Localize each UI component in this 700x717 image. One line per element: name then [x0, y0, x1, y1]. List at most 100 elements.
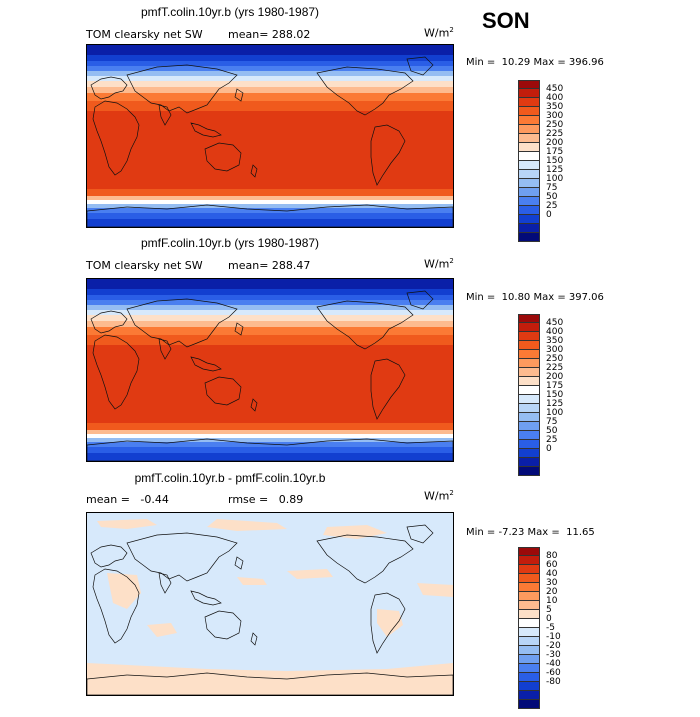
colorbar-tick-label: -10	[546, 632, 561, 642]
colorbar-swatch	[518, 431, 540, 440]
colorbar-swatch	[518, 314, 540, 323]
panel-1-variable-label: TOM clearsky net SW	[86, 28, 203, 41]
colorbar-swatch	[518, 143, 540, 152]
colorbar-tick-label: -30	[546, 650, 561, 660]
colorbar-swatch	[518, 637, 540, 646]
colorbar-swatch	[518, 386, 540, 395]
panel-2-title: pmfF.colin.10yr.b (yrs 1980-1987)	[140, 236, 320, 250]
panel-3-units: W/m2	[424, 489, 454, 503]
colorbar-swatch	[518, 368, 540, 377]
colorbar-swatch	[518, 556, 540, 565]
panel-3-colorbar-ticks: 80 60 40 30 20 10 5 0 -5 -10 -20 -30 -40 -60 -80	[546, 547, 586, 717]
colorbar-tick-label: 75	[546, 417, 558, 427]
colorbar-swatch	[518, 152, 540, 161]
colorbar-tick-label: 350	[546, 336, 564, 346]
panel-2-mean-label: mean= 288.47	[228, 259, 311, 272]
colorbar-swatch	[518, 601, 540, 610]
colorbar-swatch	[518, 107, 540, 116]
colorbar-swatch	[518, 332, 540, 341]
colorbar-swatch	[518, 646, 540, 655]
colorbar-tick-label: 10	[546, 596, 558, 606]
colorbar-swatch	[518, 422, 540, 431]
panel-3-title: pmfT.colin.10yr.b - pmfF.colin.10yr.b	[134, 471, 326, 485]
colorbar-swatch	[518, 592, 540, 601]
colorbar-swatch	[518, 565, 540, 574]
colorbar-swatch	[518, 350, 540, 359]
colorbar-swatch	[518, 125, 540, 134]
panel-2-colorbar-ticks: 450 400 350 300 250 225 200 175 150 125 100 75 50 25 0	[546, 314, 586, 484]
panel-1-units: W/m2	[424, 26, 454, 40]
colorbar-swatch	[518, 458, 540, 467]
panel-3-minmax: Min = -7.23 Max = 11.65	[466, 527, 595, 538]
colorbar-swatch	[518, 323, 540, 332]
panel-1-colorbar	[518, 80, 540, 242]
colorbar-tick-label: 175	[546, 147, 564, 157]
panel-2-units: W/m2	[424, 257, 454, 271]
colorbar-swatch	[518, 610, 540, 619]
colorbar-tick-label: 125	[546, 399, 564, 409]
colorbar-swatch	[518, 673, 540, 682]
panel-3-map	[86, 512, 454, 696]
colorbar-tick-label: 75	[546, 183, 558, 193]
colorbar-tick-label: 30	[546, 578, 558, 588]
colorbar-tick-label: 400	[546, 327, 564, 337]
colorbar-tick-label: 150	[546, 156, 564, 166]
panel-1-colorbar-ticks: 450 400 350 300 250 225 200 175 150 125 100 75 50 25 0	[546, 80, 586, 250]
colorbar-tick-label: 175	[546, 381, 564, 391]
colorbar-tick-label: 125	[546, 165, 564, 175]
colorbar-swatch	[518, 224, 540, 233]
colorbar-swatch	[518, 179, 540, 188]
colorbar-tick-label: -20	[546, 641, 561, 651]
colorbar-swatch	[518, 170, 540, 179]
colorbar-tick-label: 200	[546, 372, 564, 382]
season-label: SON	[482, 8, 530, 33]
colorbar-tick-label: 300	[546, 345, 564, 355]
panel-3-mean-label: mean = -0.44	[86, 493, 169, 506]
colorbar-swatch	[518, 89, 540, 98]
colorbar-swatch	[518, 80, 540, 89]
panel-1-minmax: Min = 10.29 Max = 396.96	[466, 57, 604, 68]
colorbar-tick-label: -5	[546, 623, 555, 633]
colorbar-tick-label: 60	[546, 560, 558, 570]
panel-1-title: pmfT.colin.10yr.b (yrs 1980-1987)	[140, 5, 320, 19]
colorbar-swatch	[518, 547, 540, 556]
colorbar-swatch	[518, 206, 540, 215]
panel-1-mean-label: mean= 288.02	[228, 28, 311, 41]
panel-2-variable-label: TOM clearsky net SW	[86, 259, 203, 272]
panel-2-map	[86, 278, 454, 462]
colorbar-swatch	[518, 359, 540, 368]
colorbar-tick-label: 225	[546, 363, 564, 373]
colorbar-swatch	[518, 188, 540, 197]
colorbar-swatch	[518, 377, 540, 386]
colorbar-swatch	[518, 395, 540, 404]
colorbar-swatch	[518, 449, 540, 458]
colorbar-tick-label: 40	[546, 569, 558, 579]
colorbar-swatch	[518, 233, 540, 242]
panel-3-rmse-label: rmse = 0.89	[228, 493, 304, 506]
colorbar-tick-label: 350	[546, 102, 564, 112]
colorbar-swatch	[518, 134, 540, 143]
panel-2-minmax: Min = 10.80 Max = 397.06	[466, 292, 604, 303]
colorbar-tick-label: 80	[546, 551, 558, 561]
colorbar-swatch	[518, 197, 540, 206]
colorbar-tick-label: 400	[546, 93, 564, 103]
colorbar-tick-label: 25	[546, 201, 558, 211]
colorbar-tick-label: 250	[546, 354, 564, 364]
colorbar-swatch	[518, 583, 540, 592]
colorbar-swatch	[518, 628, 540, 637]
colorbar-tick-label: 0	[546, 614, 552, 624]
colorbar-tick-label: -80	[546, 677, 561, 687]
colorbar-tick-label: 20	[546, 587, 558, 597]
colorbar-tick-label: 25	[546, 435, 558, 445]
panel-1-map	[86, 44, 454, 228]
colorbar-swatch	[518, 664, 540, 673]
colorbar-tick-label: 5	[546, 605, 552, 615]
colorbar-tick-label: 200	[546, 138, 564, 148]
colorbar-swatch	[518, 215, 540, 224]
colorbar-tick-label: -40	[546, 659, 561, 669]
colorbar-tick-label: 50	[546, 426, 558, 436]
panel-2-colorbar	[518, 314, 540, 476]
colorbar-tick-label: 0	[546, 210, 552, 220]
colorbar-tick-label: -60	[546, 668, 561, 678]
colorbar-swatch	[518, 691, 540, 700]
